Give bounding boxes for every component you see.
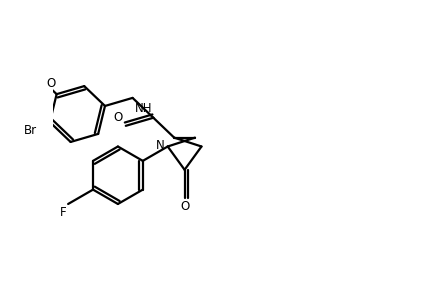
Text: F: F [60,206,67,219]
Text: O: O [47,77,56,90]
Text: N: N [156,139,164,151]
Text: O: O [114,111,123,125]
Text: Br: Br [24,124,37,137]
Text: NH: NH [135,102,153,115]
Text: O: O [180,200,189,213]
